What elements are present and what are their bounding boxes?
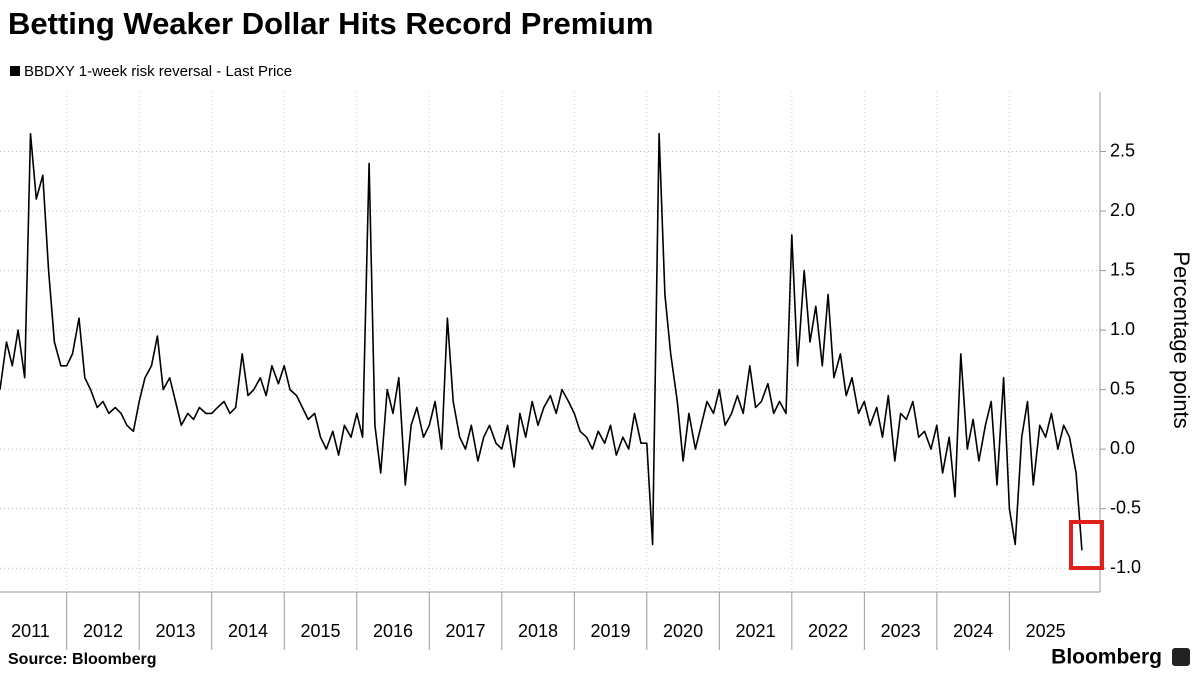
x-tick-label: 2016 (373, 621, 413, 641)
x-tick-label: 2022 (808, 621, 848, 641)
chart-title: Betting Weaker Dollar Hits Record Premiu… (8, 6, 653, 41)
brand: Bloomberg (1051, 646, 1162, 669)
x-tick-label: 2024 (953, 621, 993, 641)
x-tick-label: 2014 (228, 621, 268, 641)
x-tick-label: 2021 (736, 621, 776, 641)
y-tick-label: 2.0 (1110, 200, 1135, 220)
source: Source: Bloomberg (8, 651, 156, 668)
x-tick-label: 2015 (300, 621, 340, 641)
highlight-box (1069, 520, 1104, 570)
x-tick-label: 2025 (1026, 621, 1066, 641)
legend-label: BBDXY 1-week risk reversal - Last Price (24, 63, 292, 80)
y-tick-label: 1.0 (1110, 319, 1135, 339)
y-axis-label: Percentage points (1169, 251, 1194, 428)
y-tick-label: 1.5 (1110, 259, 1135, 279)
x-tick-label: 2018 (518, 621, 558, 641)
x-tick-label: 2017 (446, 621, 486, 641)
x-tick-label: 2019 (591, 621, 631, 641)
x-tick-label: 2023 (881, 621, 921, 641)
y-tick-label: -1.0 (1110, 557, 1141, 577)
x-tick-label: 2013 (155, 621, 195, 641)
series-line (0, 132, 1083, 551)
brand-icon (1172, 648, 1190, 666)
y-tick-label: -0.5 (1110, 497, 1141, 517)
y-tick-label: 0.0 (1110, 438, 1135, 458)
y-tick-label: 2.5 (1110, 140, 1135, 160)
y-tick-label: 0.5 (1110, 378, 1135, 398)
legend-swatch (10, 66, 20, 76)
x-tick-label: 2012 (83, 621, 123, 641)
x-tick-label: 2020 (663, 621, 703, 641)
x-tick-label: 2011 (11, 621, 50, 641)
